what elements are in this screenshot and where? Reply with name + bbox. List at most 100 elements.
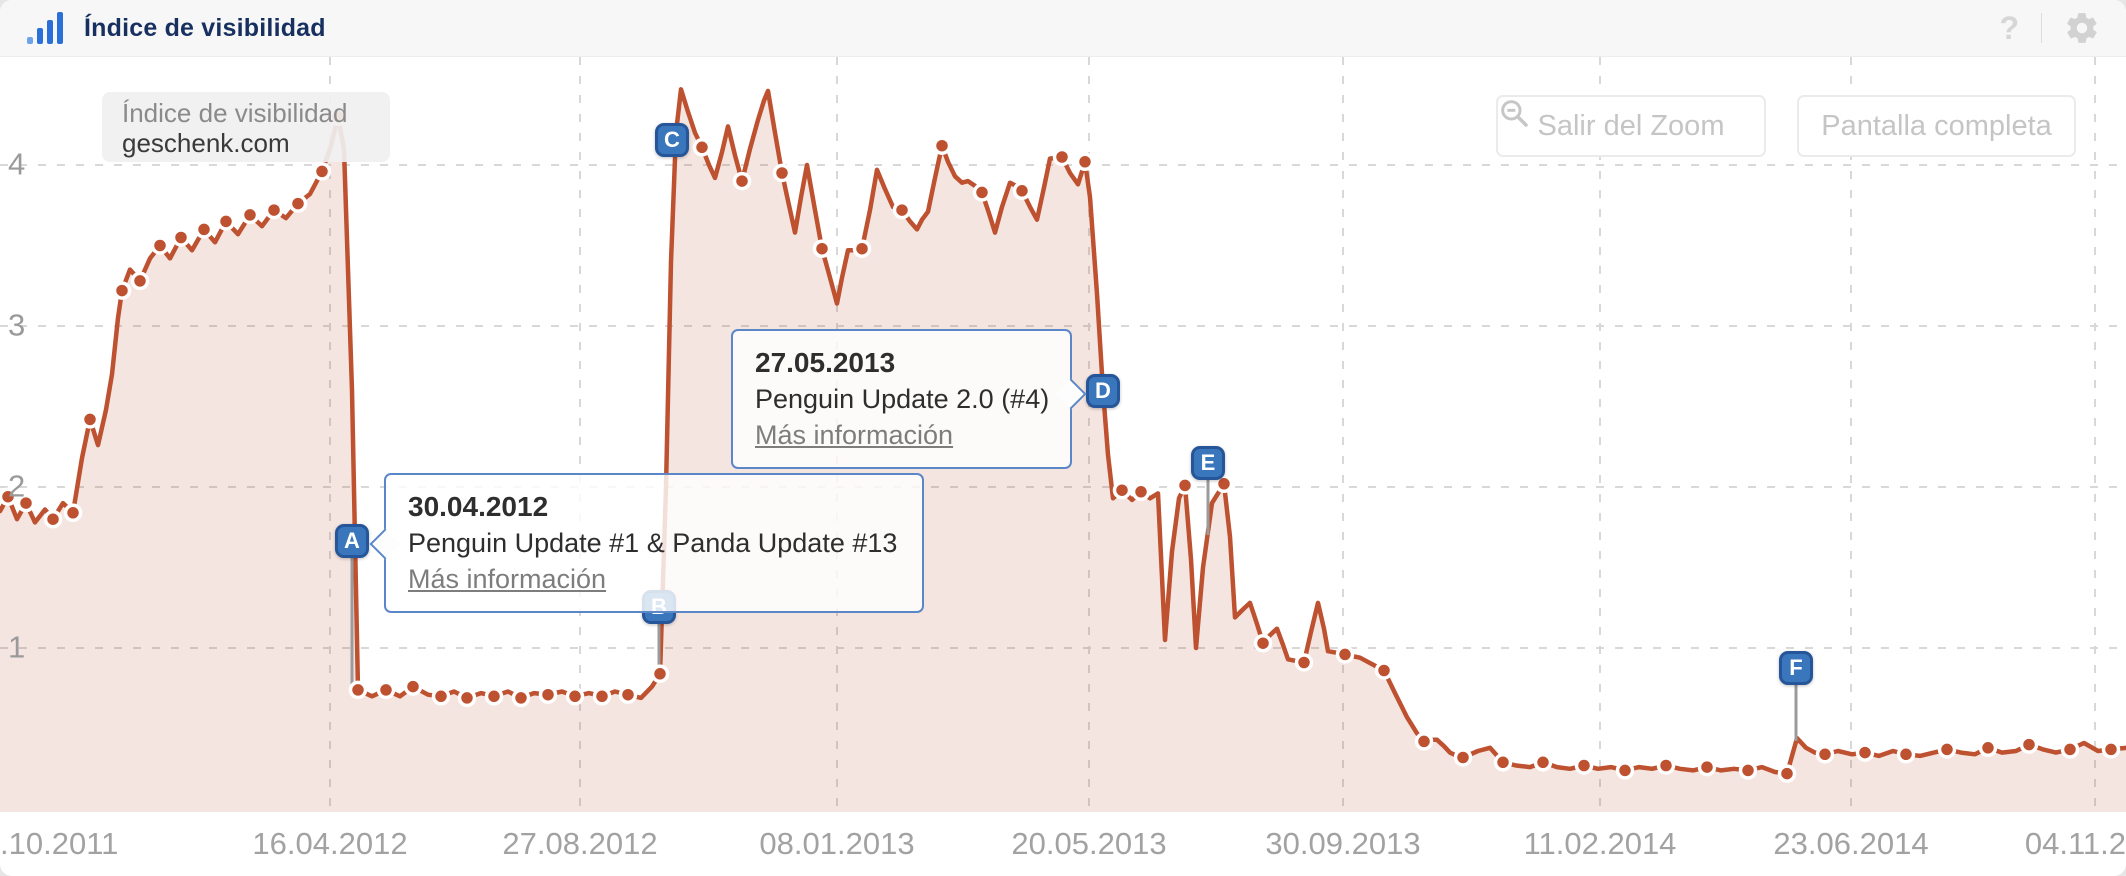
data-point[interactable] bbox=[150, 236, 170, 255]
data-point[interactable] bbox=[431, 687, 451, 706]
data-point[interactable] bbox=[565, 687, 585, 706]
data-point[interactable] bbox=[1697, 757, 1717, 777]
x-tick-label: 08.01.2013 bbox=[759, 826, 915, 861]
exit-zoom-button[interactable]: Salir del Zoom bbox=[1496, 95, 1766, 157]
data-point[interactable] bbox=[972, 183, 992, 202]
data-point[interactable] bbox=[1815, 745, 1835, 764]
data-point[interactable] bbox=[618, 685, 638, 704]
data-point[interactable] bbox=[1175, 476, 1195, 495]
data-point[interactable] bbox=[2060, 740, 2080, 759]
header-actions: ? bbox=[1999, 10, 2100, 46]
data-point[interactable] bbox=[348, 680, 368, 700]
data-point[interactable] bbox=[1131, 482, 1151, 502]
data-point[interactable] bbox=[403, 677, 423, 696]
header-divider bbox=[2041, 13, 2042, 43]
data-point[interactable] bbox=[1978, 738, 1998, 758]
data-point[interactable] bbox=[1214, 474, 1234, 494]
data-point[interactable] bbox=[732, 171, 752, 191]
x-tick-label: 27.08.2012 bbox=[502, 826, 658, 861]
event-pin-A[interactable]: A bbox=[335, 524, 369, 558]
gear-icon[interactable] bbox=[2064, 10, 2100, 46]
data-point[interactable] bbox=[16, 493, 36, 513]
data-point[interactable] bbox=[511, 688, 531, 708]
data-point[interactable] bbox=[1453, 748, 1473, 767]
data-point[interactable] bbox=[288, 194, 308, 213]
data-point[interactable] bbox=[484, 687, 504, 706]
data-point[interactable] bbox=[1052, 147, 1072, 167]
data-point[interactable] bbox=[1253, 633, 1273, 653]
data-point[interactable] bbox=[1777, 764, 1797, 783]
data-point[interactable] bbox=[171, 228, 191, 247]
data-point[interactable] bbox=[1615, 761, 1635, 780]
data-point[interactable] bbox=[1574, 756, 1594, 775]
data-point[interactable] bbox=[1738, 761, 1758, 780]
data-point[interactable] bbox=[1937, 740, 1957, 759]
help-icon[interactable]: ? bbox=[1999, 10, 2019, 46]
data-point[interactable] bbox=[194, 220, 214, 239]
x-axis: .10.2011 16.04.2012 27.08.2012 08.01.2013 20… bbox=[0, 812, 2126, 876]
data-point[interactable] bbox=[1414, 732, 1434, 751]
data-point[interactable] bbox=[264, 200, 284, 220]
data-point[interactable] bbox=[1855, 743, 1875, 762]
event-pin-C[interactable]: C bbox=[655, 123, 689, 157]
data-point[interactable] bbox=[650, 664, 670, 684]
data-point[interactable] bbox=[1012, 181, 1032, 201]
data-point[interactable] bbox=[538, 685, 558, 704]
event-pin-F[interactable]: F bbox=[1779, 651, 1813, 685]
x-tick-label: 30.09.2013 bbox=[1265, 826, 1421, 861]
data-point[interactable] bbox=[240, 205, 260, 225]
more-info-link[interactable]: Más información bbox=[408, 564, 607, 594]
data-point[interactable] bbox=[43, 509, 63, 529]
zoom-out-icon bbox=[1501, 100, 1528, 127]
event-pin-E[interactable]: E bbox=[1191, 446, 1225, 480]
data-point[interactable] bbox=[1112, 480, 1132, 500]
data-point[interactable] bbox=[1896, 745, 1916, 764]
visibility-line bbox=[0, 87, 2126, 776]
data-point[interactable] bbox=[63, 503, 83, 523]
data-point[interactable] bbox=[1493, 753, 1513, 772]
data-point[interactable] bbox=[130, 271, 150, 291]
data-point[interactable] bbox=[592, 687, 612, 706]
data-point[interactable] bbox=[1335, 645, 1355, 664]
data-point[interactable] bbox=[2101, 740, 2121, 759]
data-point[interactable] bbox=[1533, 753, 1553, 772]
exit-zoom-label: Salir del Zoom bbox=[1537, 109, 1725, 142]
data-point[interactable] bbox=[892, 200, 912, 220]
data-point[interactable] bbox=[312, 162, 332, 181]
data-point[interactable] bbox=[112, 281, 132, 300]
data-point[interactable] bbox=[0, 487, 18, 506]
data-point[interactable] bbox=[812, 239, 832, 258]
page-title: Índice de visibilidad bbox=[84, 13, 326, 42]
fullscreen-button[interactable]: Pantalla completa bbox=[1797, 95, 2076, 157]
x-tick-label: 23.06.2014 bbox=[1773, 826, 1929, 861]
data-point[interactable] bbox=[852, 239, 872, 258]
y-tick-label: 3 bbox=[8, 307, 26, 343]
event-date: 27.05.2013 bbox=[755, 347, 896, 378]
data-point[interactable] bbox=[376, 680, 396, 700]
event-pin-D[interactable]: D bbox=[1086, 374, 1120, 408]
event-date: 30.04.2012 bbox=[408, 491, 549, 522]
event-title: Penguin Update #1 & Panda Update #13 bbox=[408, 528, 898, 558]
legend-series-label: Índice de visibilidad bbox=[122, 98, 348, 128]
more-info-link[interactable]: Más información bbox=[755, 420, 954, 450]
panel-header: Índice de visibilidad ? bbox=[0, 0, 2126, 57]
fullscreen-label: Pantalla completa bbox=[1821, 109, 2052, 142]
event-title: Penguin Update 2.0 (#4) bbox=[755, 384, 1050, 414]
x-tick-label: 04.11.2 bbox=[2024, 826, 2126, 861]
x-tick-label: 11.02.2014 bbox=[1523, 826, 1677, 861]
data-point[interactable] bbox=[216, 212, 236, 231]
data-point[interactable] bbox=[1656, 756, 1676, 775]
data-point[interactable] bbox=[1294, 653, 1314, 672]
legend-domain: geschenk.com bbox=[122, 128, 290, 158]
bar-chart-icon bbox=[27, 12, 63, 44]
y-tick-label: 2 bbox=[8, 468, 26, 504]
data-point[interactable] bbox=[457, 688, 477, 708]
data-point[interactable] bbox=[80, 410, 100, 429]
data-point[interactable] bbox=[1075, 152, 1095, 172]
data-point[interactable] bbox=[772, 163, 792, 183]
data-point[interactable] bbox=[692, 138, 712, 157]
x-tick-label: 16.04.2012 bbox=[252, 826, 408, 861]
data-point[interactable] bbox=[2019, 735, 2039, 754]
data-point[interactable] bbox=[932, 136, 952, 155]
data-point[interactable] bbox=[1374, 661, 1394, 680]
